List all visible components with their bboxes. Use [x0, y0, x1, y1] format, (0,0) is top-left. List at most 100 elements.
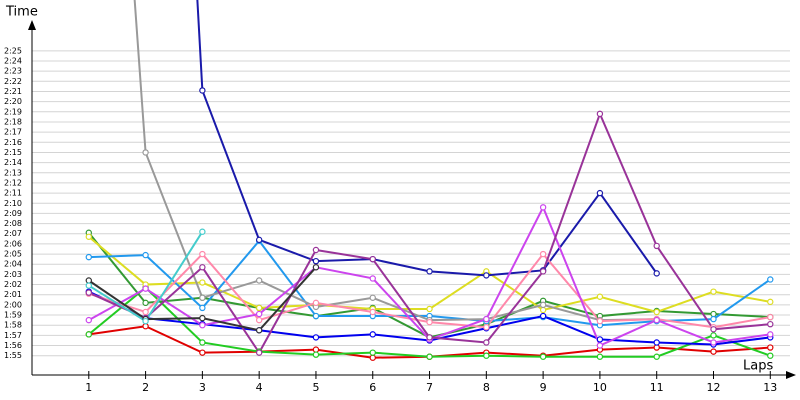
data-point: [483, 272, 490, 279]
y-tick-label: 2:25: [4, 46, 22, 55]
x-tick-label: 1: [85, 381, 92, 394]
data-point: [312, 334, 320, 341]
data-point: [539, 353, 547, 360]
x-arrow: [786, 371, 796, 379]
y-tick-label: 2:11: [4, 189, 22, 198]
data-point: [596, 317, 604, 325]
data-point: [199, 314, 206, 322]
y-tick-label: 2:10: [4, 199, 22, 208]
data-point: [255, 349, 263, 356]
data-point: [199, 228, 206, 235]
data-point: [767, 298, 774, 306]
data-point: [710, 326, 717, 333]
y-tick-label: 2:03: [4, 270, 22, 279]
x-axis-label: Laps: [743, 359, 773, 374]
x-tick-label: 3: [199, 381, 206, 394]
data-point: [312, 257, 320, 265]
data-point: [539, 306, 547, 314]
data-point: [767, 313, 774, 321]
y-tick-label: 2:09: [4, 209, 22, 218]
data-point: [369, 255, 376, 263]
y-tick-label: 2:12: [4, 178, 22, 187]
y-tick-label: 2:05: [4, 250, 22, 259]
y-tick-label: 2:19: [4, 107, 22, 116]
series-line: [133, 0, 657, 322]
data-point: [767, 320, 774, 328]
data-point: [85, 282, 92, 289]
data-point: [710, 332, 717, 339]
y-tick-label: 2:16: [4, 138, 22, 147]
data-point: [426, 353, 433, 360]
y-tick-label: 2:07: [4, 229, 22, 238]
y-tick-label: 2:01: [4, 290, 22, 299]
data-point: [312, 351, 320, 358]
data-point: [767, 344, 774, 351]
data-point: [767, 352, 774, 359]
x-tick-label: 5: [312, 381, 319, 394]
data-point: [199, 304, 206, 312]
y-tick-label: 2:20: [4, 97, 22, 106]
y-tick-label: 1:56: [4, 341, 22, 350]
y-tick-label: 1:55: [4, 351, 22, 360]
data-point: [142, 299, 149, 307]
data-point: [255, 236, 263, 244]
y-tick-label: 2:23: [4, 67, 22, 76]
y-tick-label: 2:14: [4, 158, 22, 167]
series-line: [88, 231, 204, 323]
data-point: [85, 316, 92, 324]
data-point: [312, 299, 320, 307]
data-point: [312, 264, 320, 271]
data-point: [142, 285, 149, 292]
x-tick-label: 12: [706, 381, 720, 394]
y-tick-label: 1:58: [4, 321, 22, 330]
x-tick-label: 9: [540, 381, 547, 394]
data-point: [653, 242, 660, 250]
data-point: [483, 315, 490, 323]
data-point: [255, 316, 263, 324]
data-point: [369, 349, 376, 356]
data-point: [255, 277, 263, 284]
data-point: [767, 276, 774, 283]
data-point: [539, 312, 547, 320]
data-point: [710, 310, 717, 318]
grid: 1:551:561:571:581:59 2:002:012:022:032:04…: [4, 46, 790, 394]
data-point: [539, 250, 547, 258]
data-point: [312, 246, 320, 254]
data-point: [85, 289, 92, 296]
data-point: [199, 279, 206, 286]
y-tick-label: 2:22: [4, 77, 22, 86]
x-tick-label: 10: [593, 381, 607, 394]
data-point: [653, 316, 660, 324]
x-tick-label: 2: [142, 381, 149, 394]
data-point: [767, 331, 774, 338]
data-point: [369, 308, 376, 316]
data-point: [312, 312, 320, 320]
data-point: [85, 331, 92, 338]
data-point: [539, 301, 547, 309]
data-point: [255, 327, 263, 334]
data-point: [142, 317, 149, 325]
data-point: [483, 339, 490, 346]
data-point: [710, 288, 717, 295]
data-point: [142, 323, 149, 330]
x-tick-label: 6: [369, 381, 376, 394]
x-tick-label: 4: [256, 381, 263, 394]
y-tick-label: 2:13: [4, 168, 22, 177]
data-point: [85, 233, 92, 240]
data-point: [85, 253, 92, 261]
data-point: [596, 342, 604, 349]
data-point: [483, 324, 490, 331]
data-point: [199, 322, 206, 329]
data-point: [426, 318, 433, 326]
y-tick-label: 2:21: [4, 87, 22, 96]
data-point: [596, 189, 604, 197]
data-point: [426, 305, 433, 313]
data-point: [426, 334, 433, 341]
series-line: [196, 0, 658, 277]
y-tick-label: 2:24: [4, 56, 22, 65]
x-tick-label: 11: [650, 381, 664, 394]
data-point: [369, 331, 376, 338]
data-point: [653, 339, 660, 346]
data-point: [539, 268, 547, 275]
